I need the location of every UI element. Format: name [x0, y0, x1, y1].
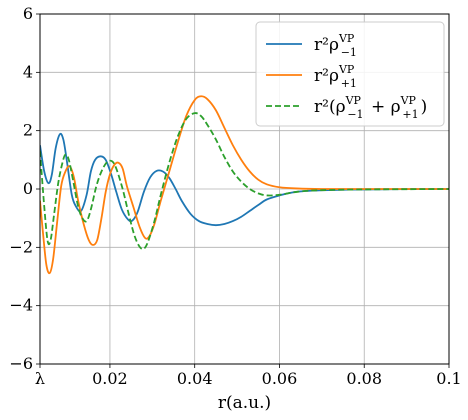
- legend-text-part: +1: [341, 77, 357, 90]
- legend-text-part: VP: [338, 63, 355, 76]
- legend-text-part: ): [421, 97, 428, 117]
- legend-box: [255, 21, 445, 127]
- legend-label-plus: r²ρVP +1: [314, 63, 357, 90]
- legend-text-part: −1: [347, 108, 363, 121]
- x-tick-label: 0.02: [92, 369, 128, 388]
- x-tick-label: λ: [35, 369, 45, 388]
- y-tick-label: 4: [23, 62, 33, 81]
- legend-text-part: VP: [338, 32, 355, 45]
- y-tick-label: −6: [9, 354, 33, 373]
- x-tick-label: 0.08: [346, 369, 382, 388]
- legend-label-minus: r²ρVP −1: [314, 32, 357, 59]
- y-tick-label: 0: [23, 179, 33, 198]
- x-tick-label: 0.04: [177, 369, 213, 388]
- legend-text-part: +1: [402, 108, 418, 121]
- axis-ticks: λ 0.02 0.04 0.06 0.08 0.1 −6 −4 −2 0 2 4 6: [9, 4, 461, 388]
- legend-text-part: VP: [345, 94, 362, 107]
- legend-text-part: r²ρ: [314, 35, 339, 55]
- x-axis-label: r(a.u.): [218, 393, 271, 413]
- y-tick-label: −4: [9, 296, 33, 315]
- x-tick-label: 0.06: [262, 369, 298, 388]
- y-tick-label: 6: [23, 4, 33, 23]
- legend-text-part: r²(ρ: [314, 97, 346, 117]
- legend-text-part: r²ρ: [314, 66, 339, 86]
- y-tick-label: 2: [23, 121, 33, 140]
- series-line-sum: [40, 112, 449, 251]
- legend-text-part: + ρ: [366, 97, 401, 117]
- x-tick-label: 0.1: [436, 369, 461, 388]
- y-tick-label: −2: [9, 237, 33, 256]
- legend-label-sum: r²(ρVP −1 + ρVP +1): [314, 94, 427, 121]
- series-line-minus: [40, 132, 449, 227]
- legend-text-part: VP: [400, 94, 417, 107]
- series-lines: [40, 95, 449, 275]
- legend-text-part: −1: [341, 46, 357, 59]
- series-line-plus: [40, 95, 449, 275]
